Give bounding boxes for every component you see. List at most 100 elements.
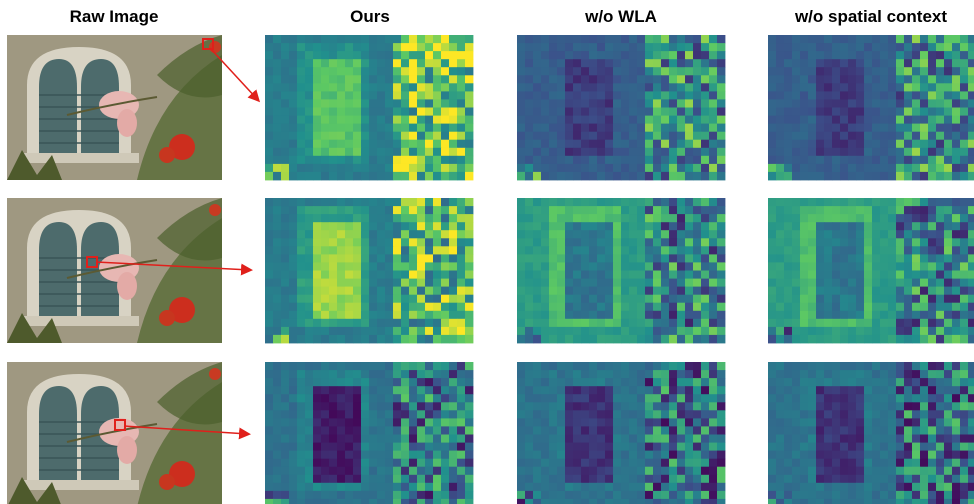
heatmap-cell (313, 262, 322, 271)
heatmap-cell (449, 370, 458, 379)
heatmap-cell (265, 294, 274, 304)
heatmap-cell (629, 115, 638, 125)
heatmap-cell (517, 59, 526, 68)
heatmap-cell (904, 294, 913, 304)
heatmap-cell (677, 458, 686, 468)
heatmap-cell (289, 147, 298, 157)
heatmap-cell (385, 155, 394, 165)
heatmap-cell (549, 254, 558, 263)
heatmap-cell (589, 278, 598, 288)
heatmap-cell (968, 131, 974, 141)
heatmap-cell (329, 498, 338, 504)
heatmap-cell (888, 294, 897, 304)
heatmap-cell (792, 35, 801, 44)
heatmap-cell (581, 222, 590, 231)
heatmap-cell (541, 302, 550, 312)
heatmap-cell (816, 43, 825, 52)
heatmap-cell (645, 91, 654, 100)
heatmap-cell (281, 59, 290, 68)
heatmap-cell (345, 155, 354, 165)
heatmap-cell (685, 294, 694, 304)
heatmap-cell (377, 75, 386, 84)
heatmap-cell (369, 59, 378, 68)
heatmap-cell (581, 458, 590, 468)
heatmap-cell (385, 434, 394, 443)
heatmap-cell (944, 107, 953, 116)
heatmap-cell (409, 214, 418, 223)
heatmap-cell (808, 482, 817, 492)
heatmap-cell (557, 262, 566, 271)
heatmap-cell (385, 278, 394, 288)
heatmap-cell (968, 466, 974, 476)
heatmap-cell (968, 450, 974, 460)
heatmap-cell (768, 131, 777, 141)
heatmap-cell (281, 286, 290, 296)
heatmap-cell (525, 362, 534, 371)
heatmap-cell (353, 474, 362, 484)
heatmap-cell (433, 362, 442, 371)
heatmap-cell (669, 326, 678, 336)
heatmap-cell (409, 171, 418, 181)
heatmap-cell (816, 163, 825, 173)
heatmap-cell (597, 362, 606, 371)
heatmap-cell (433, 206, 442, 215)
heatmap-cell (896, 410, 905, 419)
heatmap-cell (701, 107, 710, 116)
heatmap-cell (840, 386, 849, 395)
heatmap-cell (920, 402, 929, 411)
heatmap-cell (337, 254, 346, 263)
heatmap-cell (776, 75, 785, 84)
heatmap-cell (848, 214, 857, 223)
heatmap-cell (541, 35, 550, 44)
heatmap-cell (880, 442, 889, 452)
heatmap-cell (880, 43, 889, 52)
heatmap-cell (265, 246, 274, 255)
heatmap-cell (289, 466, 298, 476)
heatmap-cell (693, 410, 702, 419)
heatmap-cell (629, 43, 638, 52)
heatmap-cell (968, 107, 974, 116)
heatmap-cell (613, 286, 622, 296)
heatmap-cell (944, 450, 953, 460)
heatmap-cell (653, 107, 662, 116)
heatmap-cell (581, 230, 590, 239)
heatmap-cell (305, 262, 314, 271)
heatmap-cell (904, 482, 913, 492)
heatmap-cell (832, 370, 841, 379)
heatmap-cell (840, 230, 849, 239)
heatmap-cell (353, 139, 362, 149)
heatmap-cell (605, 458, 614, 468)
heatmap-cell (409, 394, 418, 403)
heatmap-cell (944, 99, 953, 108)
heatmap-cell (653, 498, 662, 504)
heatmap-cell (305, 294, 314, 304)
heatmap-cell (597, 458, 606, 468)
heatmap-cell (589, 230, 598, 239)
heatmap-cell (377, 394, 386, 403)
heatmap-cell (393, 286, 402, 296)
heatmap-cell (613, 115, 622, 125)
heatmap-cell (677, 131, 686, 141)
heatmap-cell (928, 171, 937, 181)
heatmap-cell (313, 222, 322, 231)
heatmap-cell (289, 35, 298, 44)
heatmap-cell (517, 238, 526, 247)
heatmap-cell (425, 147, 434, 157)
heatmap-cell (653, 490, 662, 500)
heatmap-cell (549, 318, 558, 328)
heatmap-cell (281, 262, 290, 271)
heatmap-cell (944, 394, 953, 403)
heatmap-cell (864, 310, 873, 320)
heatmap-cell (329, 326, 338, 336)
heatmap-cell (369, 402, 378, 411)
heatmap-cell (353, 83, 362, 92)
heatmap-cell (441, 466, 450, 476)
heatmap-cell (840, 171, 849, 181)
heatmap-cell (685, 262, 694, 271)
heatmap-cell (433, 378, 442, 387)
heatmap-cell (685, 370, 694, 379)
heatmap-cell (677, 362, 686, 371)
heatmap-cell (353, 147, 362, 157)
heatmap-cell (533, 115, 542, 125)
heatmap-cell (709, 230, 718, 239)
